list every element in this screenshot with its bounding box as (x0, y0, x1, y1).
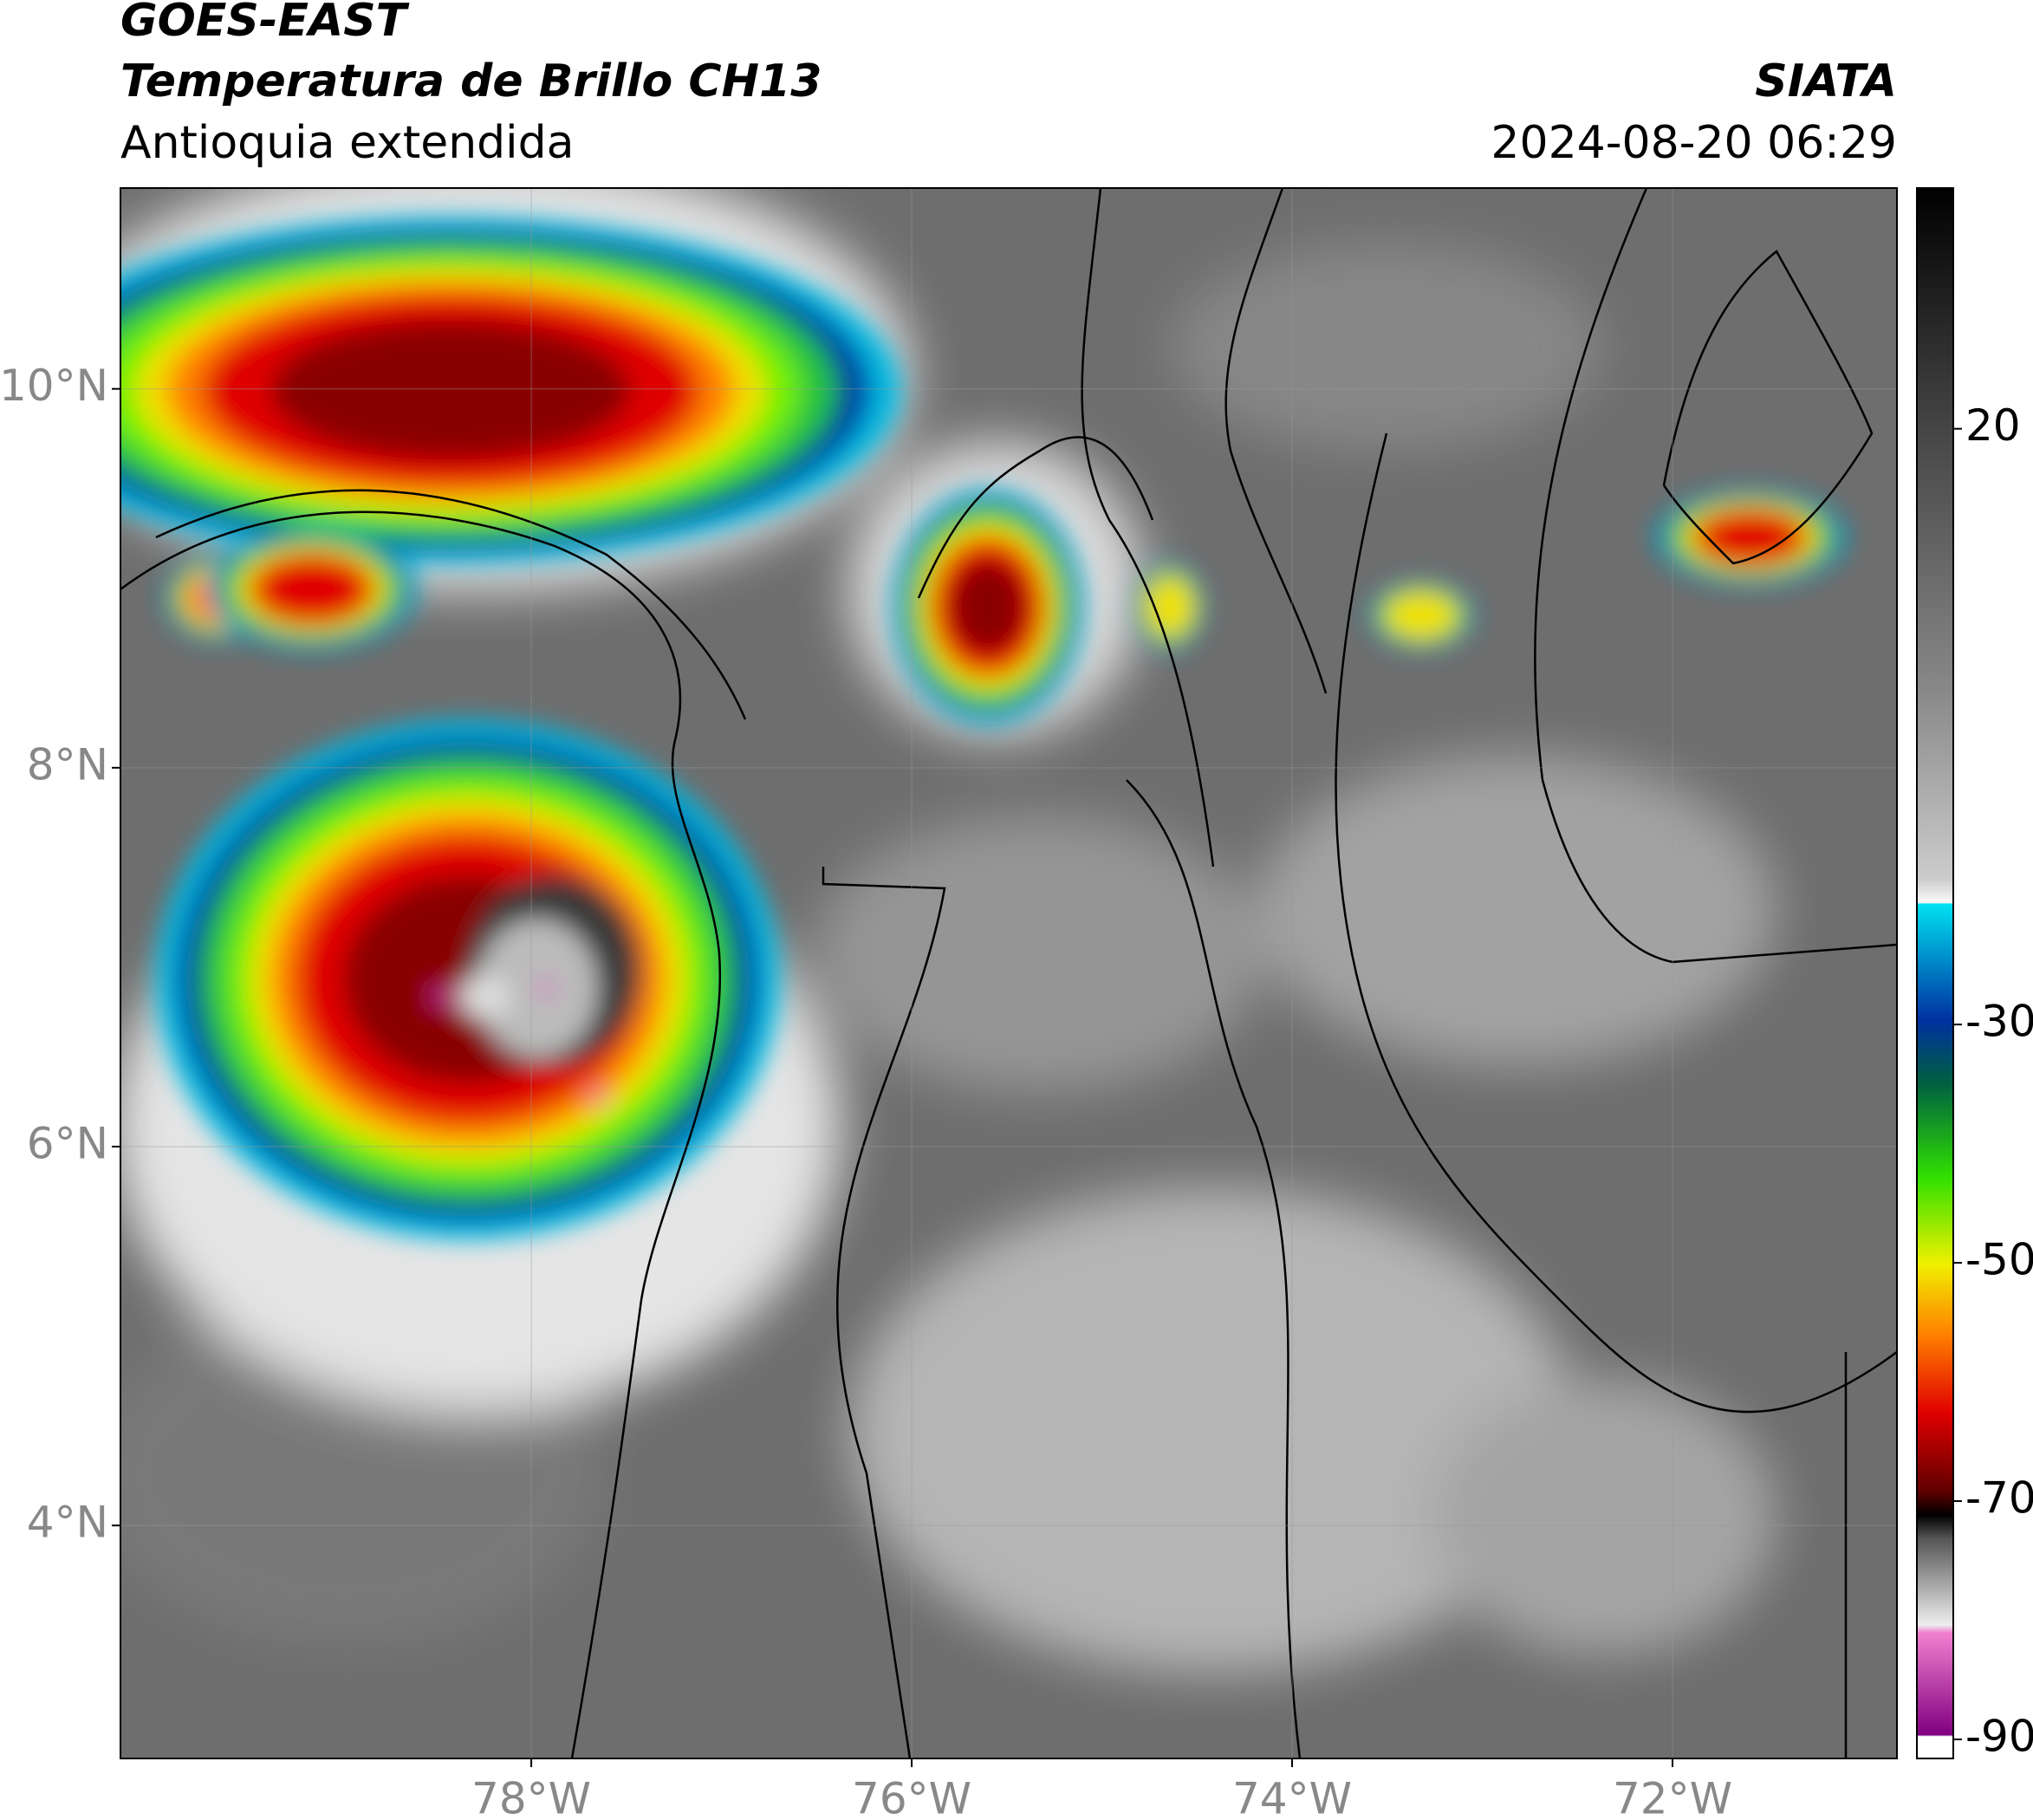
colorbar-tick-label: -30 (1965, 997, 2033, 1047)
map-image (120, 188, 1897, 1758)
storm-core (589, 1089, 607, 1103)
map-frame (120, 187, 1898, 1759)
x-tick-label: 74°W (1232, 1774, 1352, 1820)
storm-cloud (1385, 591, 1458, 640)
storm-cloud (950, 560, 1026, 653)
storm-core (459, 975, 511, 1018)
colorbar-tick-label: 20 (1965, 400, 2021, 451)
x-tick-label: 78°W (471, 1774, 591, 1820)
title: GOES-EAST (120, 0, 410, 47)
storm-cloud (270, 321, 631, 459)
colorbar-tick-label: -90 (1965, 1712, 2033, 1762)
x-tick-label: 76°W (852, 1774, 971, 1820)
x-tick-label: 72°W (1613, 1774, 1732, 1820)
storm-core (433, 990, 451, 1004)
colorbar-tick-label: -50 (1965, 1235, 2033, 1285)
colorbar (1916, 187, 1954, 1759)
storm-core (537, 981, 555, 995)
storm-cloud (255, 556, 369, 623)
region: Antioquia extendida (120, 117, 575, 169)
y-tick-label: 4°N (27, 1498, 108, 1548)
storm-cloud (1698, 510, 1803, 564)
y-tick-label: 8°N (27, 739, 108, 790)
storm-cloud (1146, 576, 1194, 637)
datetime: 2024-08-20 06:29 (1491, 117, 1897, 169)
y-tick-label: 10°N (0, 361, 108, 411)
source: SIATA (1755, 55, 1897, 107)
y-tick-label: 6°N (27, 1118, 108, 1168)
colorbar-tick-label: -70 (1965, 1473, 2033, 1524)
subtitle: Temperatura de Brillo CH13 (120, 55, 822, 107)
